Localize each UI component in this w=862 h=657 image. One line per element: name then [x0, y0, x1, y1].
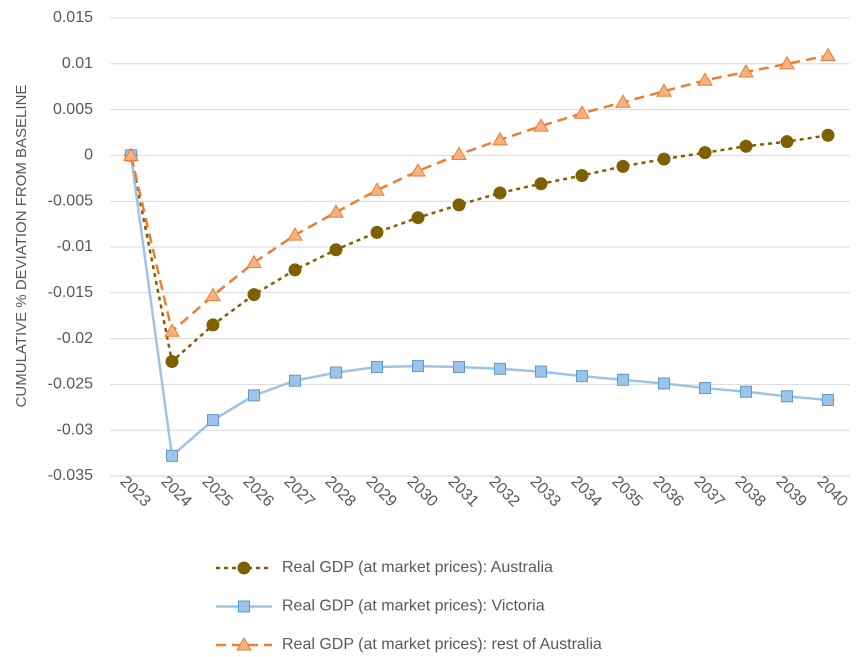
marker: [739, 139, 753, 153]
marker: [288, 263, 302, 277]
x-tick-label: 2039: [773, 473, 810, 510]
x-tick-label: 2038: [732, 473, 769, 510]
marker: [451, 146, 467, 160]
marker: [780, 135, 794, 149]
marker: [329, 243, 343, 257]
marker: [576, 370, 588, 383]
x-tick-label: 2036: [650, 473, 687, 510]
x-tick-label: 2040: [814, 473, 851, 510]
x-tick-label: 2035: [609, 473, 646, 510]
marker: [535, 365, 547, 378]
marker: [452, 198, 466, 212]
marker: [412, 360, 424, 373]
x-tick-label: 2033: [527, 473, 564, 510]
marker: [411, 211, 425, 225]
marker: [492, 131, 508, 146]
x-tick-label: 2037: [691, 473, 728, 510]
y-tick-label: -0.03: [57, 421, 94, 438]
marker: [207, 414, 219, 427]
marker: [238, 600, 250, 613]
marker: [698, 146, 712, 160]
x-tick-label: 2025: [199, 473, 236, 510]
marker: [658, 377, 670, 390]
marker: [656, 83, 672, 97]
x-tick-label: 2027: [281, 473, 318, 510]
series-line: [129, 54, 829, 334]
marker: [616, 159, 630, 173]
y-tick-label: 0: [84, 147, 93, 164]
series: [124, 128, 835, 368]
x-tick-label: 2028: [322, 473, 359, 510]
marker: [330, 366, 342, 379]
y-axis-label: CUMULATIVE % DEVIATION FROM BASELINE: [13, 85, 30, 408]
series-line: [129, 155, 829, 459]
legend-label: Real GDP (at market prices): rest of Aus…: [282, 636, 602, 653]
marker: [166, 449, 178, 462]
x-tick-label: 2030: [404, 473, 441, 510]
marker: [738, 64, 754, 78]
y-tick-label: 0.015: [53, 9, 93, 26]
marker: [779, 55, 795, 70]
marker: [575, 169, 589, 183]
x-tick-label: 2031: [445, 473, 482, 510]
marker: [371, 360, 383, 373]
marker: [248, 389, 260, 402]
marker: [236, 637, 252, 651]
marker: [533, 118, 549, 132]
marker: [453, 360, 465, 373]
y-tick-label: -0.01: [57, 238, 94, 255]
y-tick-label: -0.035: [48, 467, 93, 484]
marker: [617, 373, 629, 386]
marker: [697, 72, 713, 86]
marker: [410, 162, 426, 177]
legend-item: Real GDP (at market prices): Australia: [216, 559, 553, 576]
x-tick-label: 2024: [158, 473, 195, 510]
y-tick-label: 0.01: [62, 55, 93, 72]
marker: [328, 204, 344, 218]
x-tick-label: 2029: [363, 473, 400, 510]
x-tick-label: 2023: [117, 473, 154, 510]
legend-item: Real GDP (at market prices): Victoria: [216, 598, 545, 615]
marker: [534, 177, 548, 191]
y-tick-label: 0.005: [53, 101, 93, 118]
x-tick-label: 2032: [486, 473, 523, 510]
marker: [370, 225, 384, 239]
marker: [781, 390, 793, 403]
marker: [205, 287, 221, 302]
marker: [246, 254, 262, 269]
marker: [123, 147, 139, 161]
series: [125, 149, 834, 462]
marker: [574, 105, 590, 119]
marker: [289, 374, 301, 387]
marker: [287, 227, 303, 241]
marker: [820, 47, 836, 62]
marker: [369, 182, 385, 196]
marker: [657, 152, 671, 166]
marker: [494, 362, 506, 375]
y-tick-label: -0.015: [48, 284, 93, 301]
legend-item: Real GDP (at market prices): rest of Aus…: [216, 636, 602, 653]
y-tick-label: -0.025: [48, 376, 93, 393]
marker: [206, 318, 220, 332]
y-tick-label: -0.005: [48, 192, 93, 209]
x-tick-label: 2026: [240, 473, 277, 510]
series: [123, 47, 836, 337]
marker: [493, 186, 507, 200]
marker: [165, 355, 179, 368]
legend-label: Real GDP (at market prices): Victoria: [282, 598, 545, 615]
series-line: [129, 134, 829, 364]
marker: [699, 382, 711, 395]
marker: [821, 128, 835, 142]
marker: [247, 288, 261, 302]
legend-label: Real GDP (at market prices): Australia: [282, 559, 553, 576]
marker: [164, 323, 180, 337]
marker: [740, 385, 752, 398]
marker: [615, 94, 631, 108]
marker: [822, 393, 834, 406]
y-tick-label: -0.02: [57, 330, 94, 347]
marker: [237, 561, 251, 575]
x-tick-label: 2034: [568, 473, 605, 510]
